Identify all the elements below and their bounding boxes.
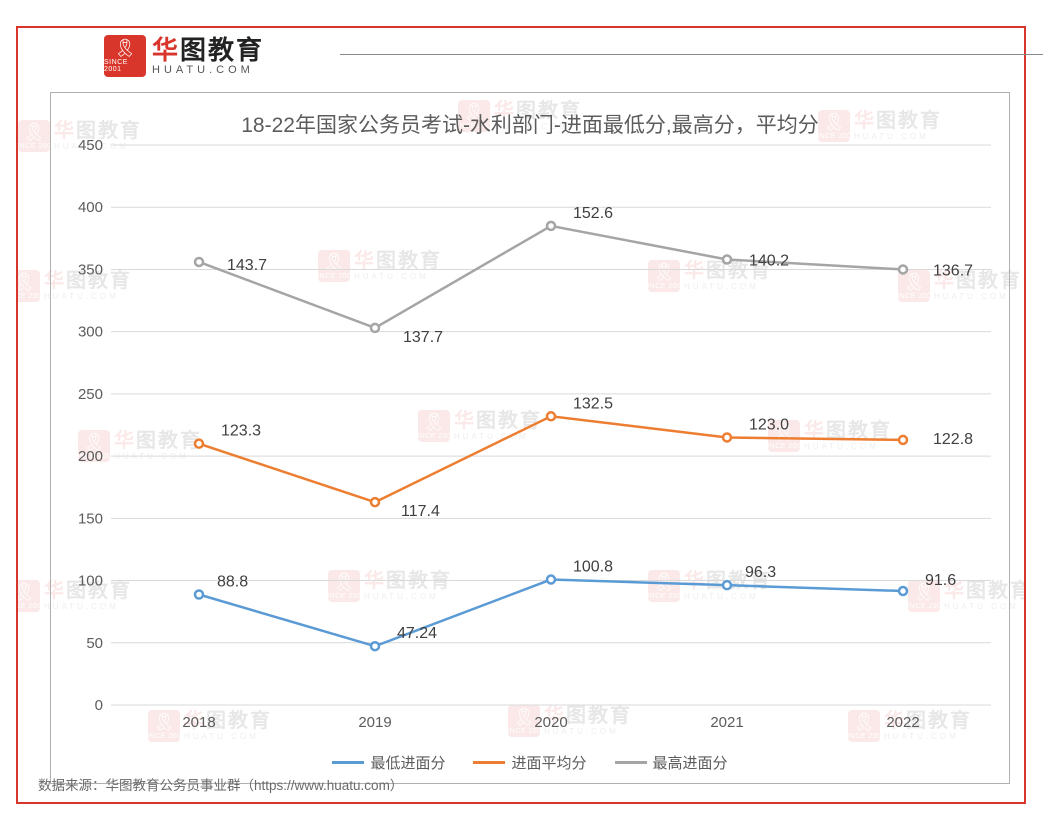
logo-cn-rest: 图教育 [180, 35, 264, 65]
y-tick-label: 50 [86, 635, 103, 652]
data-marker [371, 642, 379, 650]
y-tick-label: 400 [78, 199, 103, 216]
chart-svg: 0501001502002503003504004502018201920202… [111, 145, 991, 705]
data-marker [899, 436, 907, 444]
data-marker [899, 587, 907, 595]
brand-logo: 🎗 SINCE 2001 华图教育 HUATU.COM [100, 32, 338, 80]
x-tick-label: 2019 [358, 714, 391, 731]
data-marker [547, 576, 555, 584]
legend-item: 最低进面分 [332, 752, 445, 773]
data-label: 152.6 [573, 205, 613, 222]
logo-cn-prefix: 华 [152, 35, 180, 65]
data-marker [195, 258, 203, 266]
legend-label: 进面平均分 [511, 752, 586, 773]
data-label: 122.8 [933, 431, 973, 448]
y-tick-label: 0 [95, 697, 103, 714]
series-line [199, 226, 903, 328]
data-label: 123.3 [221, 423, 261, 440]
data-marker [195, 590, 203, 598]
data-label: 140.2 [749, 252, 789, 269]
chart-plot-area: 0501001502002503003504004502018201920202… [111, 145, 991, 705]
data-marker [547, 412, 555, 420]
data-label: 91.6 [925, 572, 956, 589]
logo-since: SINCE 2001 [104, 59, 146, 73]
logo-badge-icon: 🎗 SINCE 2001 [104, 35, 146, 77]
data-label: 123.0 [749, 416, 789, 433]
data-marker [547, 222, 555, 230]
outer-frame: 🎗 SINCE 2001 华图教育 HUATU.COM 🎗 SINCE 2001 华… [16, 26, 1026, 804]
y-tick-label: 250 [78, 386, 103, 403]
y-tick-label: 100 [78, 573, 103, 590]
data-label: 143.7 [227, 257, 267, 274]
data-label: 117.4 [401, 503, 440, 520]
legend-swatch [332, 761, 364, 764]
y-tick-label: 200 [78, 448, 103, 465]
logo-en: HUATU.COM [152, 65, 264, 76]
x-tick-label: 2020 [534, 714, 567, 731]
series-line [199, 416, 903, 502]
data-marker [723, 255, 731, 263]
legend-item: 进面平均分 [473, 752, 586, 773]
y-tick-label: 150 [78, 510, 103, 527]
data-label: 96.3 [745, 564, 776, 581]
y-tick-label: 450 [78, 137, 103, 154]
data-label: 47.24 [397, 625, 437, 642]
data-marker [195, 440, 203, 448]
logo-ribbon-icon: 🎗 [114, 39, 137, 57]
data-marker [371, 324, 379, 332]
y-tick-label: 300 [78, 324, 103, 341]
chart-title: 18-22年国家公务员考试-水利部门-进面最低分,最高分，平均分 [51, 109, 1009, 139]
x-tick-label: 2018 [182, 714, 215, 731]
chart-frame: 18-22年国家公务员考试-水利部门-进面最低分,最高分，平均分 0501001… [50, 92, 1010, 784]
data-label: 137.7 [403, 329, 443, 346]
legend-swatch [473, 761, 505, 764]
data-marker [723, 433, 731, 441]
logo-text: 华图教育 HUATU.COM [152, 37, 264, 76]
legend-item: 最高进面分 [615, 752, 728, 773]
x-tick-label: 2022 [886, 714, 919, 731]
data-marker [723, 581, 731, 589]
series-line [199, 580, 903, 647]
data-marker [371, 498, 379, 506]
x-tick-label: 2021 [710, 714, 743, 731]
header-divider [340, 54, 1043, 55]
logo-cn: 华图教育 [152, 37, 264, 63]
legend-swatch [615, 761, 647, 764]
data-label: 88.8 [217, 573, 248, 590]
data-label: 136.7 [933, 262, 973, 279]
legend-label: 最高进面分 [653, 752, 728, 773]
data-label: 132.5 [573, 395, 613, 412]
data-label: 100.8 [573, 559, 613, 576]
source-line: 数据来源：华图教育公务员事业群（https://www.huatu.com） [38, 774, 403, 794]
y-tick-label: 350 [78, 261, 103, 278]
legend-label: 最低进面分 [370, 752, 445, 773]
data-marker [899, 265, 907, 273]
chart-legend: 最低进面分 进面平均分 最高进面分 [51, 752, 1009, 773]
